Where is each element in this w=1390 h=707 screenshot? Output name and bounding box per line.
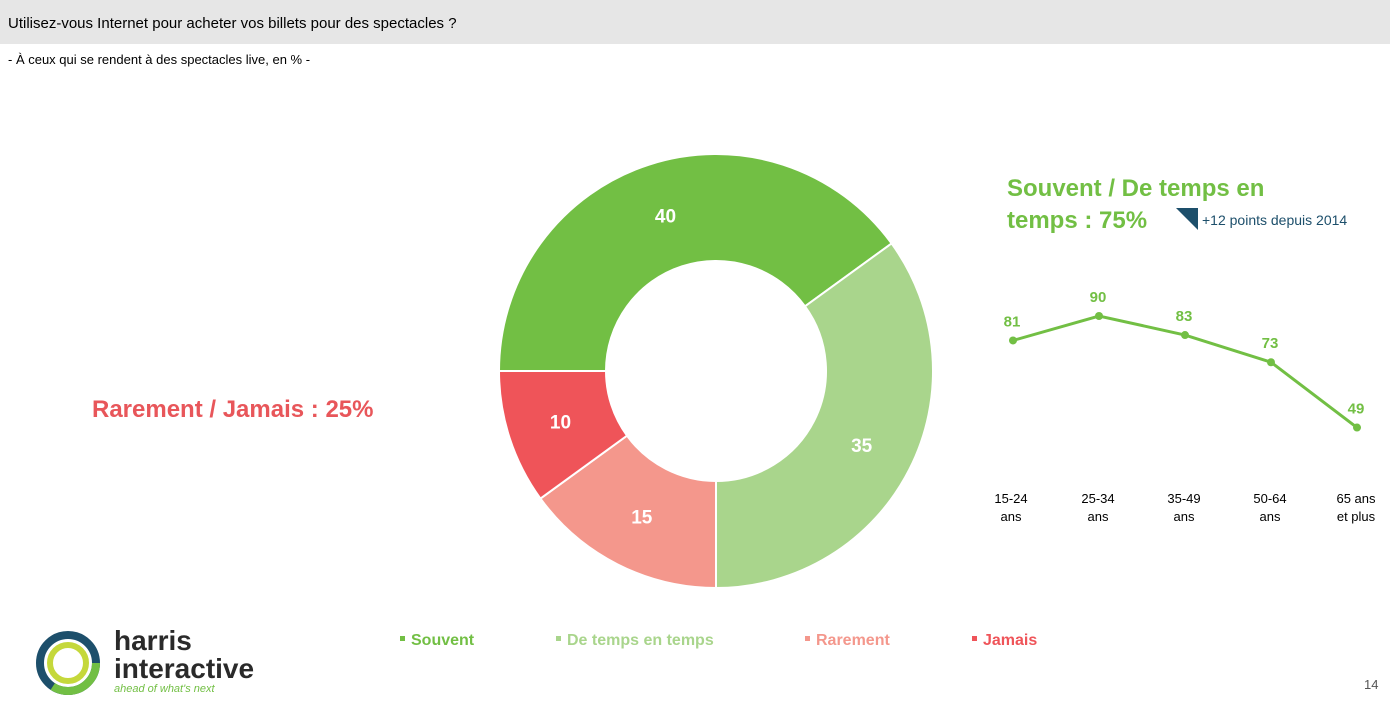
legend-de-temps: De temps en temps <box>556 632 714 650</box>
line-value-label: 49 <box>1348 401 1365 418</box>
harris-logo-icon <box>36 631 100 695</box>
line-value-label: 81 <box>1004 313 1021 330</box>
line-point <box>1009 336 1017 345</box>
page-number: 14 <box>1364 677 1379 692</box>
donut-value-label: 40 <box>655 207 676 228</box>
line-point <box>1353 423 1361 432</box>
donut-slice-jamais <box>497 370 629 500</box>
age-label-25-34: 25-34 ans <box>1081 491 1115 524</box>
donut-value-label: 10 <box>550 413 571 434</box>
donut-slice-rarement <box>539 434 717 590</box>
harris-logo: harris interactive ahead of what's next <box>114 625 255 696</box>
age-label-35-49: 35-49 ans <box>1167 491 1201 524</box>
donut-chart: 40 35 15 10 <box>497 153 934 590</box>
donut-slice-de-temps-en-temps <box>715 242 934 590</box>
donut-value-label: 35 <box>851 436 873 457</box>
trend-arrow-icon <box>1176 208 1198 230</box>
age-label-15-24: 15-24 ans <box>994 491 1028 524</box>
page-title: Utilisez-vous Internet pour acheter vos … <box>8 15 457 32</box>
line-value-label: 83 <box>1176 308 1193 325</box>
rarement-jamais-summary: Rarement / Jamais : 25% <box>92 396 374 423</box>
title-bar: Utilisez-vous Internet pour acheter vos … <box>0 0 1390 44</box>
line-value-label: 73 <box>1262 335 1279 352</box>
donut-slice-souvent <box>497 153 893 372</box>
trend-text: +12 points depuis 2014 <box>1202 212 1348 228</box>
line-value-label: 90 <box>1090 289 1107 306</box>
line-point <box>1267 358 1275 367</box>
line-point <box>1181 331 1189 340</box>
age-label-65-plus: 65 ans et plus <box>1336 491 1376 524</box>
line-chart: 81 90 83 73 49 <box>1004 289 1365 432</box>
souvent-summary: Souvent / De temps en temps : 75% <box>1007 175 1265 234</box>
legend-jamais: Jamais <box>972 632 1037 650</box>
age-label-50-64: 50-64 ans <box>1253 491 1287 524</box>
donut-value-label: 15 <box>631 508 653 529</box>
legend-rarement: Rarement <box>805 632 890 650</box>
line-point <box>1095 312 1103 320</box>
legend-souvent: Souvent <box>400 632 474 650</box>
page-subtitle: - À ceux qui se rendent à des spectacles… <box>8 52 311 67</box>
